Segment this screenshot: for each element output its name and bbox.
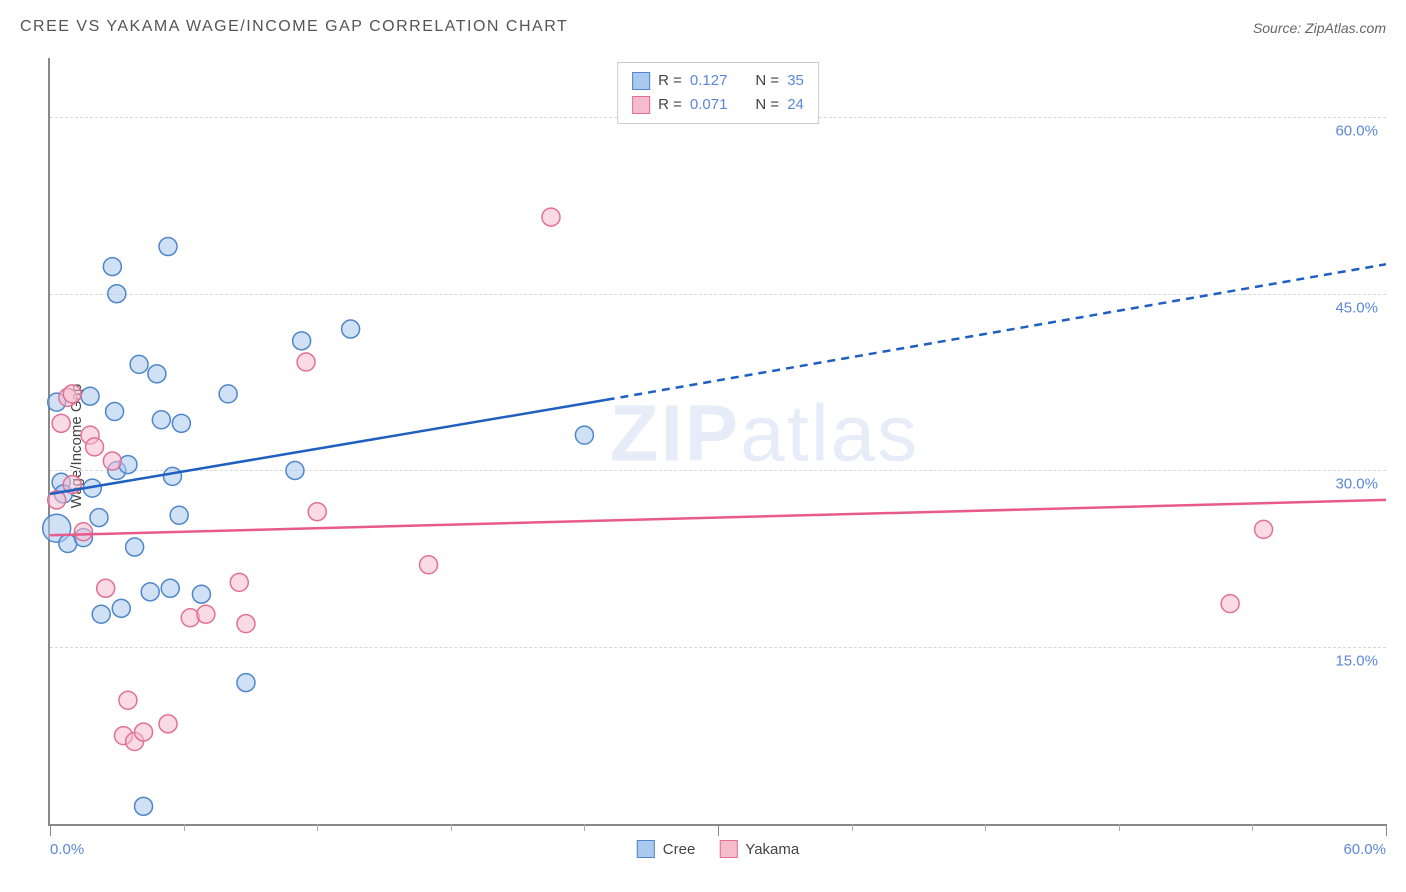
scatter-point: [90, 509, 108, 527]
series-label: Yakama: [745, 841, 799, 858]
x-tick-major: [1386, 824, 1387, 836]
scatter-point: [148, 365, 166, 383]
scatter-point: [192, 585, 210, 603]
legend-swatch: [719, 840, 737, 858]
scatter-point: [152, 411, 170, 429]
scatter-point: [97, 579, 115, 597]
scatter-point: [135, 797, 153, 815]
scatter-point: [170, 506, 188, 524]
scatter-point: [52, 414, 70, 432]
chart-title: CREE VS YAKAMA WAGE/INCOME GAP CORRELATI…: [20, 18, 568, 35]
scatter-point: [575, 426, 593, 444]
x-tick-label-min: 0.0%: [50, 841, 84, 858]
plot-area: ZIPatlas 15.0%30.0%45.0%60.0% R =0.127N …: [48, 58, 1386, 826]
scatter-point: [1255, 520, 1273, 538]
scatter-point: [172, 414, 190, 432]
scatter-point: [542, 208, 560, 226]
scatter-point: [135, 723, 153, 741]
legend-n-label: N =: [755, 69, 779, 93]
scatter-point: [293, 332, 311, 350]
legend-swatch: [632, 96, 650, 114]
series-label: Cree: [663, 841, 696, 858]
x-tick-minor: [317, 824, 318, 831]
scatter-point: [86, 438, 104, 456]
x-tick-minor: [1119, 824, 1120, 831]
legend-n-label: N =: [755, 93, 779, 117]
scatter-point: [161, 579, 179, 597]
scatter-point: [219, 385, 237, 403]
stats-legend-row: R = 0.071 N = 24: [632, 93, 804, 117]
scatter-point: [92, 605, 110, 623]
scatter-point: [420, 556, 438, 574]
scatter-point: [130, 355, 148, 373]
x-tick-minor: [184, 824, 185, 831]
legend-r-value: 0.071: [690, 93, 728, 117]
scatter-point: [103, 258, 121, 276]
legend-r-value: 0.127: [690, 69, 728, 93]
series-legend-item: Yakama: [719, 840, 799, 858]
x-tick-minor: [451, 824, 452, 831]
series-legend-item: Cree: [637, 840, 696, 858]
scatter-point: [237, 674, 255, 692]
legend-n-value: 24: [787, 93, 804, 117]
scatter-point: [342, 320, 360, 338]
scatter-point: [308, 503, 326, 521]
scatter-point: [159, 238, 177, 256]
source-attribution: Source: ZipAtlas.com: [1253, 20, 1386, 36]
scatter-point: [230, 573, 248, 591]
x-tick-major: [50, 824, 51, 836]
scatter-point: [74, 523, 92, 541]
stats-legend: R = 0.127 N = 35 R = 0.071 N = 24: [617, 62, 819, 124]
scatter-point: [119, 691, 137, 709]
scatter-point: [141, 583, 159, 601]
scatter-point: [286, 461, 304, 479]
scatter-point: [81, 387, 99, 405]
legend-r-label: R =: [658, 93, 682, 117]
scatter-point: [197, 605, 215, 623]
series-legend: Cree Yakama: [637, 840, 799, 858]
scatter-svg: [50, 58, 1386, 824]
x-tick-minor: [852, 824, 853, 831]
legend-r-label: R =: [658, 69, 682, 93]
legend-n-value: 35: [787, 69, 804, 93]
scatter-point: [63, 385, 81, 403]
stats-legend-row: R = 0.127 N = 35: [632, 69, 804, 93]
trendline-dashed: [607, 264, 1386, 400]
legend-swatch: [632, 72, 650, 90]
x-tick-major: [718, 824, 719, 836]
chart-header: CREE VS YAKAMA WAGE/INCOME GAP CORRELATI…: [20, 18, 1386, 48]
x-tick-label-max: 60.0%: [1343, 841, 1386, 858]
x-tick-minor: [1252, 824, 1253, 831]
scatter-point: [163, 467, 181, 485]
scatter-point: [159, 715, 177, 733]
scatter-point: [112, 599, 130, 617]
scatter-point: [1221, 595, 1239, 613]
scatter-point: [108, 285, 126, 303]
scatter-point: [103, 452, 121, 470]
x-tick-minor: [985, 824, 986, 831]
trendline: [50, 500, 1386, 535]
scatter-point: [106, 403, 124, 421]
x-tick-minor: [584, 824, 585, 831]
scatter-point: [126, 538, 144, 556]
legend-swatch: [637, 840, 655, 858]
scatter-point: [237, 615, 255, 633]
scatter-point: [297, 353, 315, 371]
trendline: [50, 400, 607, 494]
